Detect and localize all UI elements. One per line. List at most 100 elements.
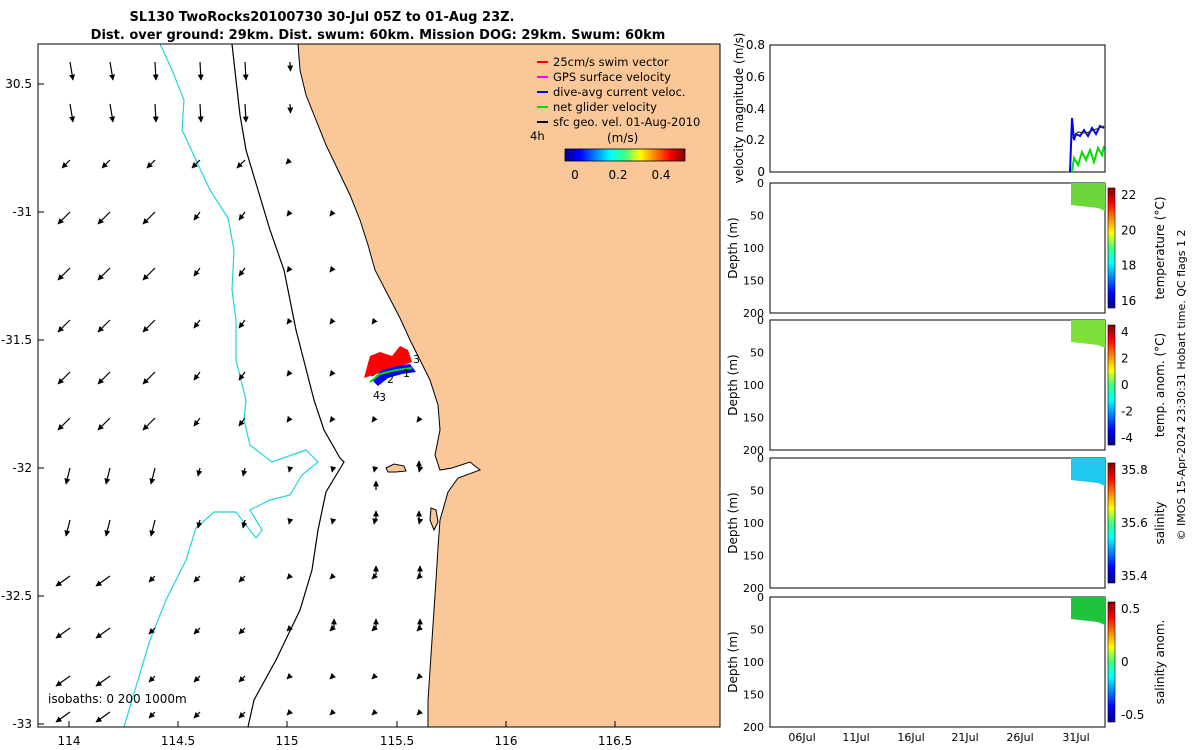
net-glider-velocity-line <box>369 367 413 383</box>
depth-ytick: 50 <box>750 624 764 637</box>
depth-panel: 0 50 100 150 200 Depth (m) 35.4 35.6 35.8 salinit… <box>726 452 1167 595</box>
depth-panel-frame <box>769 457 1106 589</box>
velocity-arrow <box>238 267 246 277</box>
colorbar-tick: -2 <box>1121 405 1133 419</box>
depth-ytick: 0 <box>757 177 764 190</box>
depth-colorbar <box>1107 462 1116 584</box>
track-label-3a: 3 <box>413 353 420 366</box>
colorbar-tick: 0.5 <box>1121 602 1140 616</box>
colorbar-tick: 20 <box>1121 223 1136 237</box>
velocity-arrow <box>416 415 423 423</box>
velocity-arrow <box>287 61 294 72</box>
velocity-arrow <box>193 267 201 277</box>
depth-panel-frame <box>769 596 1106 728</box>
velocity-arrow <box>286 673 293 680</box>
track-label-4: 4 <box>373 389 380 402</box>
velocity-arrow <box>55 675 71 687</box>
time-xtick: 31Jul <box>1062 731 1089 744</box>
velocity-arrow <box>329 415 336 423</box>
velocity-arrow <box>238 711 246 719</box>
velocity-arrow <box>95 575 111 587</box>
legend-swim: 25cm/s swim vector <box>553 55 669 69</box>
velocity-arrow <box>149 467 156 485</box>
velocity-arrow <box>286 265 293 273</box>
time-x-axis: 06Jul 11Jul 16Jul 21Jul 26Jul 31Jul <box>788 731 1089 744</box>
velocity-arrow <box>104 519 111 537</box>
legend-net: net glider velocity <box>553 100 657 114</box>
velocity-arrow <box>287 103 294 114</box>
depth-panel-frame <box>769 182 1106 314</box>
velocity-arrow <box>148 575 156 583</box>
velocity-arrow <box>329 709 336 716</box>
velocity-arrow <box>97 371 111 385</box>
velocity-arrow <box>241 519 248 529</box>
depth-ytick: 0 <box>757 452 764 465</box>
depth-ytick: 100 <box>743 379 764 392</box>
colorbar-tick: 2 <box>1121 352 1129 366</box>
velocity-arrow <box>55 575 71 587</box>
velocity-arrow <box>197 61 204 81</box>
velocity-arrow <box>286 709 293 716</box>
velocity-arrow <box>148 675 156 683</box>
velocity-arrow <box>330 518 337 525</box>
velocity-arrow <box>193 319 201 329</box>
colorbar-tick: 18 <box>1121 259 1136 273</box>
velocity-arrow <box>286 209 293 217</box>
velocity-arrow <box>287 466 294 473</box>
island-garden <box>429 507 439 532</box>
colorbar-label: salinity <box>1153 501 1167 544</box>
legend-sfc: sfc geo. vel. 01-Aug-2010 <box>553 115 700 129</box>
title-line2: Dist. over ground: 29km. Dist. swum: 60k… <box>91 28 666 43</box>
velocity-arrow <box>148 711 156 719</box>
map-frame <box>37 43 721 728</box>
depth-ytick: 0 <box>757 591 764 604</box>
depth-ylabel: Depth (m) <box>726 354 740 415</box>
velocity-arrow <box>57 211 71 225</box>
velocity-arrow <box>55 711 71 723</box>
velocity-arrow <box>64 519 71 537</box>
velocity-arrow <box>142 417 156 431</box>
depth-ytick: 100 <box>743 656 764 669</box>
colorbar-tick: -0.5 <box>1121 708 1144 722</box>
depth-data-block <box>1071 183 1105 211</box>
velocity-arrow <box>371 573 378 580</box>
map-xtick: 115.5 <box>380 734 414 748</box>
depth-ytick: 200 <box>743 721 764 734</box>
time-xtick: 16Jul <box>897 731 924 744</box>
isobath-200 <box>231 44 345 727</box>
velocity-arrow <box>142 211 156 225</box>
map-ytick: -33 <box>12 717 32 731</box>
glider-track: 1 2 3 4 3 <box>364 346 420 404</box>
velocity-arrow <box>242 61 249 81</box>
velocity-arrow <box>197 103 204 123</box>
velocity-arrow <box>286 317 293 325</box>
vel-blue-series <box>1069 117 1105 173</box>
velocity-arrow <box>193 371 201 381</box>
track-label-1: 1 <box>403 367 410 380</box>
depth-ytick: 150 <box>743 550 764 563</box>
velocity-arrow <box>61 159 71 169</box>
velocity-arrow <box>97 267 111 281</box>
velocity-arrow <box>287 518 294 525</box>
vel-black-series <box>1071 125 1105 139</box>
vel-ytick: 0.6 <box>746 70 765 84</box>
velocity-arrow <box>95 711 111 723</box>
colorbar-tick: 22 <box>1121 188 1136 202</box>
map-xtick: 116 <box>495 734 518 748</box>
track-label-2: 2 <box>387 373 394 386</box>
time-xtick: 11Jul <box>842 731 869 744</box>
depth-ytick: 200 <box>743 444 764 457</box>
footer-copyright: © IMOS 15-Apr-2024 23:30:31 Hobart time.… <box>1175 230 1188 541</box>
map-x-axis: 114 114.5 115 115.5 116 116.5 <box>58 721 632 748</box>
velocity-arrow <box>238 417 246 427</box>
velocity-arrow <box>193 417 201 427</box>
velocity-arrow <box>146 159 156 169</box>
velocity-arrow <box>329 573 336 580</box>
velocity-arrow <box>286 369 293 377</box>
map-ytick: -31 <box>12 205 32 219</box>
depth-ylabel: Depth (m) <box>726 492 740 553</box>
colorbar-tick: 35.6 <box>1121 516 1148 530</box>
velocity-arrow <box>372 518 379 525</box>
velocity-arrow <box>97 319 111 333</box>
